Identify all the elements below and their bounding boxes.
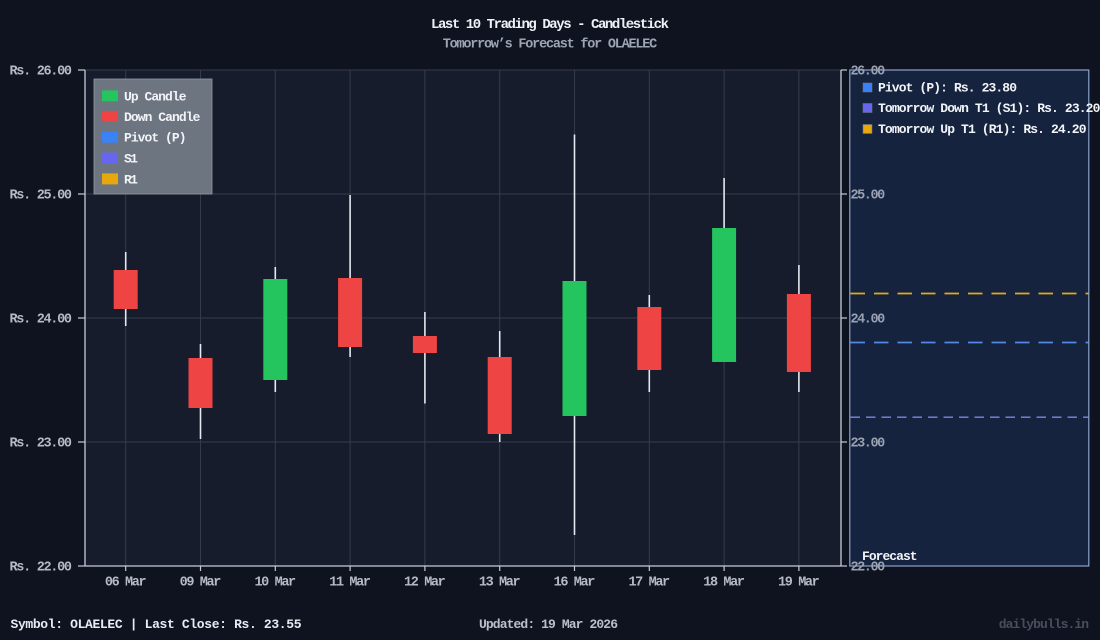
svg-text:06 Mar: 06 Mar: [105, 576, 147, 591]
svg-text:11 Mar: 11 Mar: [329, 576, 371, 591]
svg-text:Rs. 26.00: Rs. 26.00: [10, 65, 73, 80]
svg-text:Rs. 23.00: Rs. 23.00: [10, 437, 73, 452]
svg-text:Tomorrow Down T1 (S1): Rs. 23.: Tomorrow Down T1 (S1): Rs. 23.20: [878, 101, 1100, 116]
svg-text:Pivot (P): Rs. 23.80: Pivot (P): Rs. 23.80: [878, 81, 1017, 96]
svg-text:17 Mar: 17 Mar: [628, 576, 670, 591]
svg-text:S1: S1: [124, 152, 138, 167]
svg-text:Forecast: Forecast: [862, 549, 918, 564]
svg-text:Tomorrow’s Forecast for OLAELE: Tomorrow’s Forecast for OLAELEC: [443, 38, 658, 53]
svg-text:Up Candle: Up Candle: [124, 89, 187, 104]
svg-text:Rs. 25.00: Rs. 25.00: [10, 189, 73, 204]
svg-text:Symbol: OLAELEC | Last Close: Symbol: OLAELEC | Last Close: Rs. 23.55: [11, 617, 302, 632]
svg-text:Pivot (P): Pivot (P): [124, 131, 187, 146]
svg-text:10 Mar: 10 Mar: [254, 576, 296, 591]
svg-text:Last 10 Trading Days - Candles: Last 10 Trading Days - Candlestick: [431, 17, 669, 33]
svg-text:19 Mar: 19 Mar: [778, 576, 820, 591]
svg-text:R1: R1: [124, 172, 138, 187]
svg-text:Updated: 19 Mar 2026: Updated: 19 Mar 2026: [479, 617, 618, 632]
svg-text:23.00: 23.00: [851, 437, 886, 452]
svg-text:09 Mar: 09 Mar: [180, 576, 222, 591]
svg-text:16 Mar: 16 Mar: [554, 576, 596, 591]
svg-text:18 Mar: 18 Mar: [703, 576, 745, 591]
svg-text:Tomorrow Up T1 (R1): Rs. 24.20: Tomorrow Up T1 (R1): Rs. 24.20: [878, 122, 1087, 137]
svg-text:dailybulls.in: dailybulls.in: [999, 617, 1089, 632]
svg-text:Rs. 24.00: Rs. 24.00: [10, 313, 73, 328]
svg-text:Rs. 22.00: Rs. 22.00: [10, 561, 73, 576]
svg-text:Down Candle: Down Candle: [124, 110, 201, 125]
svg-text:25.00: 25.00: [851, 189, 886, 204]
svg-text:24.00: 24.00: [851, 313, 886, 328]
svg-text:13 Mar: 13 Mar: [479, 576, 521, 591]
svg-text:22.00: 22.00: [851, 561, 886, 576]
svg-text:12 Mar: 12 Mar: [404, 576, 446, 591]
svg-text:26.00: 26.00: [851, 65, 886, 80]
